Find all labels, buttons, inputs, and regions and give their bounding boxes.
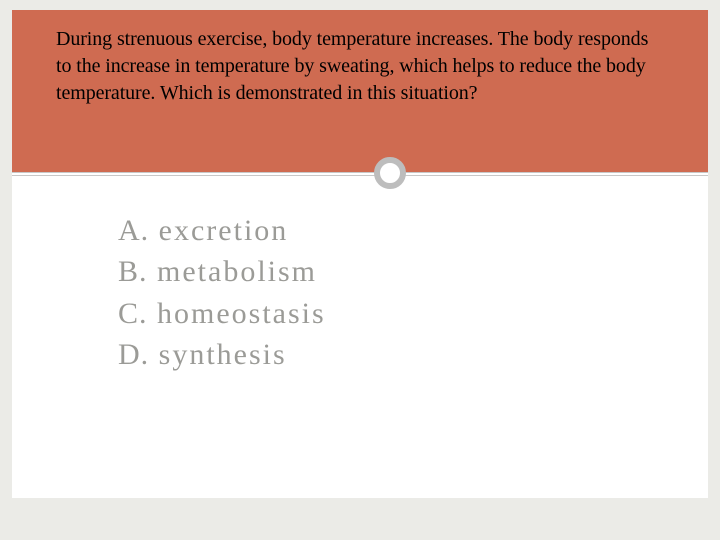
answer-text: excretion <box>149 214 288 247</box>
divider-line <box>12 172 708 176</box>
answer-letter: D. <box>118 338 149 371</box>
answer-text: homeostasis <box>148 297 326 330</box>
answer-text: synthesis <box>149 338 287 371</box>
slide-frame: During strenuous exercise, body temperat… <box>12 10 708 498</box>
answer-letter: A. <box>118 214 149 247</box>
answer-letter: B. <box>118 255 148 288</box>
answer-list: A. excretion B. metabolism C. homeostasi… <box>12 174 708 376</box>
answer-option: C. homeostasis <box>118 293 708 334</box>
ring-icon <box>374 157 406 189</box>
answer-option: D. synthesis <box>118 334 708 375</box>
answer-option: B. metabolism <box>118 251 708 292</box>
answer-letter: C. <box>118 297 148 330</box>
answer-option: A. excretion <box>118 210 708 251</box>
question-header: During strenuous exercise, body temperat… <box>12 10 708 174</box>
answer-text: metabolism <box>148 255 317 288</box>
question-text: During strenuous exercise, body temperat… <box>56 26 664 107</box>
